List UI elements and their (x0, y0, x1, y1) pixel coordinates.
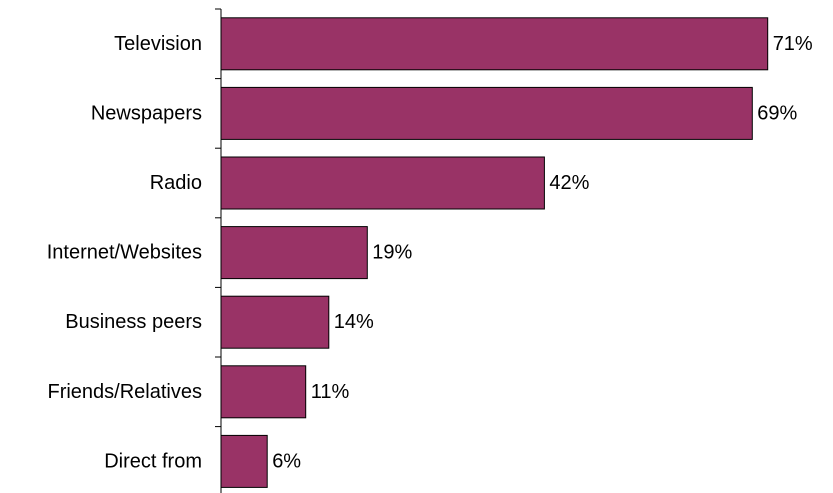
category-label: Friends/Relatives (47, 381, 202, 403)
category-label: Direct from (104, 450, 202, 472)
category-label: Internet/Websites (47, 242, 202, 264)
bar (220, 17, 769, 71)
value-label: 11% (311, 381, 350, 403)
bar (220, 156, 545, 210)
value-label: 19% (372, 242, 412, 264)
value-label: 42% (549, 172, 589, 194)
bars-group (220, 17, 769, 488)
bar (220, 295, 330, 349)
bar (220, 434, 268, 488)
y-axis (215, 8, 222, 493)
bar (220, 226, 368, 280)
value-label: 69% (757, 102, 797, 124)
category-labels: Television Newspapers Radio Internet/Websit… (47, 33, 202, 473)
value-labels: 71% 69% 42% 19% 14% 11% 6% (272, 33, 813, 473)
value-label: 71% (773, 33, 813, 55)
value-label: 6% (272, 450, 301, 472)
category-label: Newspapers (91, 102, 202, 124)
category-label: Radio (150, 172, 202, 194)
bar (220, 365, 307, 419)
category-label: Television (114, 33, 202, 55)
bar (220, 86, 753, 140)
category-label: Business peers (65, 311, 202, 333)
value-label: 14% (334, 311, 374, 333)
